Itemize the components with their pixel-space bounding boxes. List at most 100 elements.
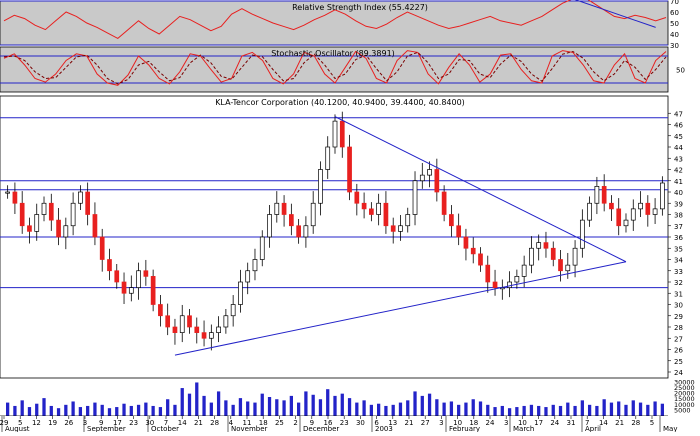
date-tick-label: 24 bbox=[486, 419, 495, 427]
candle-body bbox=[303, 225, 309, 238]
candle-body bbox=[449, 214, 454, 227]
candle-body bbox=[485, 264, 491, 283]
price-tick-label: 32 bbox=[674, 279, 683, 287]
candle-body bbox=[601, 186, 607, 204]
volume-tick-label: 10000 bbox=[674, 401, 695, 409]
candle-body bbox=[99, 236, 105, 260]
volume-tick-label: 20000 bbox=[674, 390, 695, 398]
candle-body bbox=[19, 202, 25, 227]
price-tick-label: 25 bbox=[674, 358, 683, 366]
candle-body bbox=[543, 242, 549, 249]
month-label: May bbox=[663, 425, 677, 432]
price-tick-label: 27 bbox=[674, 335, 683, 343]
date-tick-label: 24 bbox=[550, 419, 559, 427]
date-tick-label: 28 bbox=[631, 419, 640, 427]
candle-body bbox=[587, 202, 592, 221]
price-tick-label: 26 bbox=[674, 347, 683, 355]
date-tick-label: 18 bbox=[469, 419, 478, 427]
candle-body bbox=[398, 225, 403, 232]
candle-body bbox=[223, 315, 229, 328]
volume-tick-label: 15000 bbox=[674, 395, 695, 403]
candle-body bbox=[478, 253, 483, 266]
date-axis-background bbox=[0, 416, 700, 432]
stochastic-background bbox=[0, 46, 669, 93]
price-tick-label: 45 bbox=[674, 133, 683, 141]
stochastic-tick-label: 50 bbox=[676, 67, 685, 75]
candle-body bbox=[78, 191, 83, 204]
candle-body bbox=[267, 214, 272, 238]
date-tick-label: 17 bbox=[113, 419, 122, 427]
candle-body bbox=[107, 259, 112, 272]
candle-body bbox=[150, 276, 156, 305]
rsi-trendline bbox=[574, 0, 656, 28]
date-tick-label: 31 bbox=[567, 419, 576, 427]
candle-body bbox=[165, 315, 171, 328]
candle-body bbox=[70, 202, 76, 227]
price-trendline bbox=[334, 116, 627, 263]
stochastic-title: Stochastic Oscillator (89.3891) bbox=[271, 49, 395, 58]
date-tick-label: 30 bbox=[356, 419, 365, 427]
month-label: October bbox=[151, 425, 179, 432]
candle-body bbox=[92, 214, 98, 238]
price-panel: 24 25 26 27 28 29 30 31 32 33 34 35 36 37 38 39 40 41 42 43… bbox=[0, 95, 683, 379]
price-tick-label: 34 bbox=[674, 257, 683, 265]
candle-body bbox=[579, 219, 585, 249]
price-tick-label: 35 bbox=[674, 245, 683, 253]
candle-body bbox=[536, 242, 542, 249]
candle-body bbox=[558, 259, 563, 272]
candle-body bbox=[12, 191, 18, 204]
candle-body bbox=[41, 202, 47, 215]
candle-body bbox=[238, 281, 243, 305]
candle-body bbox=[507, 281, 512, 288]
date-tick-label: 21 bbox=[405, 419, 414, 427]
candle-body bbox=[245, 270, 251, 283]
date-tick-label: 9 bbox=[99, 419, 103, 427]
candle-body bbox=[630, 208, 636, 221]
candle-body bbox=[638, 202, 643, 210]
date-tick-label: 18 bbox=[259, 419, 268, 427]
price-tick-label: 37 bbox=[674, 223, 683, 231]
month-label: December bbox=[303, 425, 339, 432]
date-tick-label: 26 bbox=[64, 419, 73, 427]
candle-body bbox=[405, 214, 411, 227]
date-tick-label: 27 bbox=[421, 419, 430, 427]
date-tick-label: 5 bbox=[18, 419, 22, 427]
candle-body bbox=[412, 180, 418, 215]
price-tick-label: 36 bbox=[674, 234, 683, 242]
date-tick-label: 9 bbox=[310, 419, 314, 427]
date-tick-label: 23 bbox=[129, 419, 138, 427]
candle-body bbox=[470, 247, 476, 255]
candle-body bbox=[187, 315, 192, 328]
candle-body bbox=[419, 174, 425, 182]
candle-body bbox=[616, 208, 622, 227]
candle-body bbox=[216, 326, 221, 333]
candle-body bbox=[347, 146, 352, 193]
rsi-tick-label: 50 bbox=[670, 20, 679, 28]
date-tick-label: 23 bbox=[340, 419, 349, 427]
candle-body bbox=[660, 182, 665, 210]
volume-tick-label: 5000 bbox=[674, 406, 691, 414]
rsi-tick-label: 60 bbox=[670, 9, 679, 17]
price-tick-label: 42 bbox=[674, 167, 683, 175]
candle-body bbox=[48, 202, 54, 221]
price-title: KLA-Tencor Corporation (40.1200, 40.9400… bbox=[215, 98, 465, 107]
candle-body bbox=[34, 214, 40, 232]
candle-body bbox=[296, 225, 301, 238]
candle-body bbox=[63, 225, 69, 238]
rsi-title: Relative Strength Index (55.4227) bbox=[292, 3, 428, 12]
price-tick-label: 44 bbox=[674, 144, 683, 152]
candle-body bbox=[281, 202, 287, 215]
candle-body bbox=[325, 146, 331, 170]
price-tick-label: 39 bbox=[674, 200, 683, 208]
candle-body bbox=[143, 270, 149, 277]
price-tick-label: 29 bbox=[674, 313, 683, 321]
candle-body bbox=[114, 270, 120, 283]
rsi-tick-label: 30 bbox=[670, 42, 679, 50]
candle-body bbox=[550, 247, 556, 260]
candle-body bbox=[158, 304, 163, 317]
month-label: September bbox=[87, 425, 126, 432]
candle-body bbox=[565, 264, 571, 272]
date-tick-label: 3 bbox=[504, 419, 508, 427]
candle-body bbox=[201, 332, 207, 339]
